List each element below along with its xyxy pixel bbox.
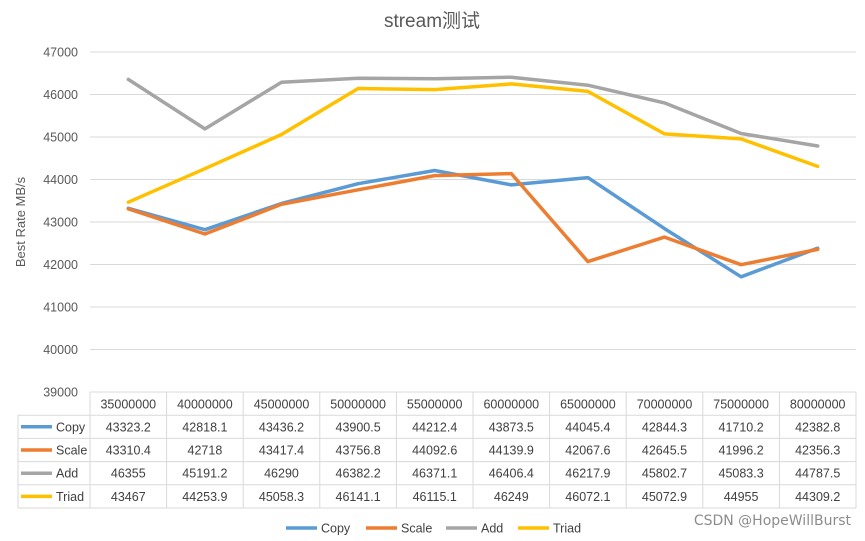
series-line-scale xyxy=(126,171,820,267)
data-label: 46115.1 xyxy=(413,490,457,504)
data-label: 46217.9 xyxy=(565,467,610,481)
data-label: 42356.3 xyxy=(795,444,840,458)
legend-label: Add xyxy=(481,522,503,536)
y-tick-label: 43000 xyxy=(43,216,78,230)
data-label: 46249 xyxy=(494,490,529,504)
legend-label: Scale xyxy=(401,522,432,536)
y-tick-labels: 39000 40000 41000 42000 43000 44000 45000 46000… xyxy=(43,46,78,400)
y-axis-label: Best Rate MB/s xyxy=(13,176,28,267)
data-label: 46141.1 xyxy=(336,490,381,504)
table-series-name: Add xyxy=(56,467,78,481)
data-label: 45072.9 xyxy=(642,490,687,504)
data-label: 45058.3 xyxy=(259,490,304,504)
x-tick-label: 35000000 xyxy=(100,398,156,412)
x-tick-label: 80000000 xyxy=(790,398,846,412)
data-label: 44787.5 xyxy=(795,467,840,481)
data-label: 46355 xyxy=(111,467,146,481)
data-label: 41710.2 xyxy=(719,420,764,434)
y-tick-label: 45000 xyxy=(43,131,78,145)
data-label: 42844.3 xyxy=(642,420,687,434)
table-series-name: Triad xyxy=(56,490,84,504)
data-label: 43467 xyxy=(111,490,146,504)
y-tick-label: 41000 xyxy=(43,301,78,315)
data-label: 44955 xyxy=(724,490,759,504)
data-label: 43436.2 xyxy=(259,420,304,434)
y-tick-label: 47000 xyxy=(43,46,78,60)
legend-label: Copy xyxy=(321,522,351,536)
x-tick-label: 75000000 xyxy=(713,398,769,412)
table-series-name: Copy xyxy=(56,420,86,434)
data-label: 44045.4 xyxy=(565,420,610,434)
data-label: 43310.4 xyxy=(106,444,151,458)
gridlines xyxy=(90,51,856,393)
y-tick-label: 40000 xyxy=(43,343,78,357)
data-label: 41996.2 xyxy=(719,444,764,458)
data-label: 43873.5 xyxy=(489,420,534,434)
data-label: 42718 xyxy=(188,444,223,458)
data-label: 46290 xyxy=(264,467,299,481)
series-line-add xyxy=(126,75,820,148)
x-tick-label: 70000000 xyxy=(637,398,693,412)
data-label: 44253.9 xyxy=(182,490,227,504)
y-tick-label: 42000 xyxy=(43,258,78,272)
data-label: 42067.6 xyxy=(565,444,610,458)
data-label: 43417.4 xyxy=(259,444,304,458)
x-tick-label: 50000000 xyxy=(330,398,386,412)
x-tick-label: 45000000 xyxy=(254,398,310,412)
series-lines xyxy=(126,75,820,279)
x-tick-label: 55000000 xyxy=(407,398,463,412)
data-label: 44212.4 xyxy=(412,420,457,434)
data-label: 44309.2 xyxy=(795,490,840,504)
data-label: 42382.8 xyxy=(795,420,840,434)
data-label: 45802.7 xyxy=(642,467,687,481)
data-label: 46072.1 xyxy=(565,490,610,504)
data-label: 45083.3 xyxy=(719,467,764,481)
data-label: 43323.2 xyxy=(106,420,151,434)
y-tick-label: 39000 xyxy=(43,386,78,400)
table-series-name: Scale xyxy=(56,444,87,458)
watermark: CSDN @HopeWillBurst xyxy=(693,513,851,529)
y-tick-label: 46000 xyxy=(43,88,78,102)
legend-label: Triad xyxy=(553,522,581,536)
data-label: 46371.1 xyxy=(412,467,457,481)
y-tick-label: 44000 xyxy=(43,173,78,187)
x-tick-label: 60000000 xyxy=(483,398,539,412)
chart-title: stream测试 xyxy=(384,10,480,32)
data-label: 44139.9 xyxy=(489,444,534,458)
x-tick-label: 65000000 xyxy=(560,398,616,412)
x-tick-label: 40000000 xyxy=(177,398,233,412)
data-label: 43900.5 xyxy=(336,420,381,434)
data-label: 46382.2 xyxy=(336,467,381,481)
legend: Copy Scale Add Triad xyxy=(286,522,581,536)
data-label: 46406.4 xyxy=(489,467,534,481)
data-label: 42818.1 xyxy=(182,420,227,434)
data-table: 35000000 40000000 45000000 50000000 55000000… xyxy=(17,392,857,509)
data-label: 44092.6 xyxy=(412,444,457,458)
data-label: 45191.2 xyxy=(182,467,227,481)
data-label: 42645.5 xyxy=(642,444,687,458)
data-label: 43756.8 xyxy=(336,444,381,458)
series-line-triad xyxy=(126,82,820,204)
